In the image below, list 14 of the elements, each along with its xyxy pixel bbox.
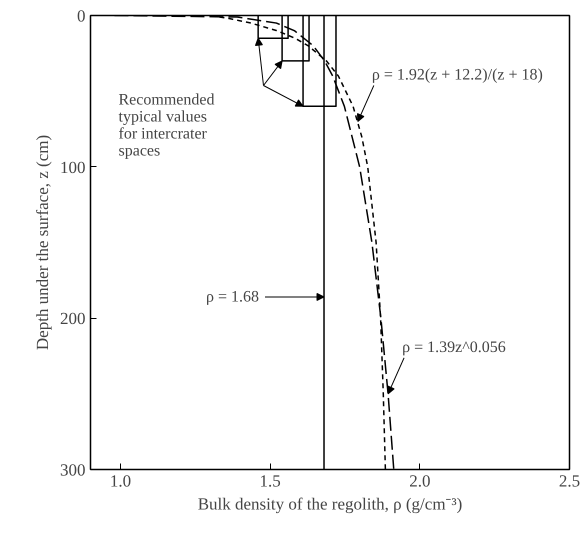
x-tick-label: 1.0 [110, 472, 132, 490]
y-tick-label: 300 [60, 460, 86, 480]
y-tick-label: 0 [77, 6, 86, 26]
ref-line-label: ρ = 1.68 [206, 288, 260, 306]
y-tick-label: 100 [60, 158, 86, 177]
annotation: ρ = 1.92(z + 12.2)/(z + 18) [372, 66, 543, 84]
y-axis-title: Depth under the surface, z (cm) [33, 134, 52, 350]
x-tick-label: 1.5 [260, 472, 281, 490]
x-axis-title: Bulk density of the regolith, ρ (g/cm⁻³) [198, 494, 462, 514]
annotation: ρ = 1.39z^0.056 [402, 338, 506, 356]
annotation: Recommended typical values for intercrater spaces [118, 92, 214, 160]
y-tick-label: 200 [60, 309, 86, 328]
x-tick-label: 2.5 [558, 472, 580, 490]
x-tick-label: 2.0 [409, 472, 430, 490]
